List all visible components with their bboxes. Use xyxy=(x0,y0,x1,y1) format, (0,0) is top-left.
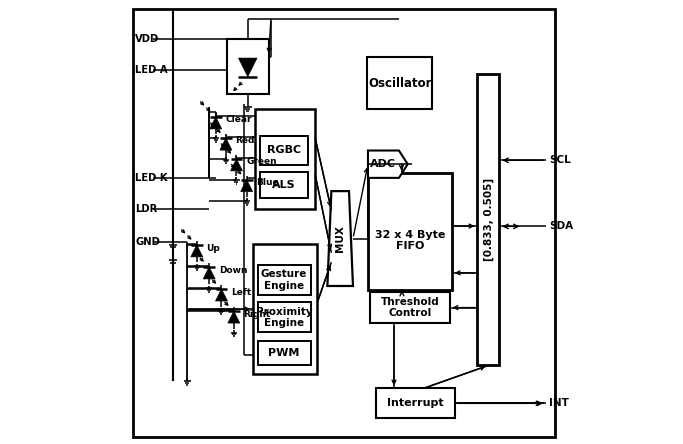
Polygon shape xyxy=(240,180,253,191)
FancyBboxPatch shape xyxy=(257,302,311,332)
Polygon shape xyxy=(210,117,222,129)
Text: VDD: VDD xyxy=(135,34,160,44)
Text: Up: Up xyxy=(206,244,220,253)
FancyBboxPatch shape xyxy=(257,341,311,365)
Text: Gesture
Engine: Gesture Engine xyxy=(261,269,307,291)
Text: Green: Green xyxy=(246,157,277,166)
Polygon shape xyxy=(368,151,408,178)
Text: ADC: ADC xyxy=(370,159,396,169)
FancyBboxPatch shape xyxy=(477,74,499,365)
Text: [0.833, 0.505]: [0.833, 0.505] xyxy=(484,178,494,262)
Polygon shape xyxy=(216,289,227,301)
Polygon shape xyxy=(327,191,353,286)
Text: Right: Right xyxy=(244,310,270,319)
Text: Oscillator: Oscillator xyxy=(368,76,432,90)
Polygon shape xyxy=(231,159,242,171)
Text: ALS: ALS xyxy=(273,180,296,190)
Text: SDA: SDA xyxy=(549,222,573,231)
Text: Left: Left xyxy=(231,288,251,297)
Text: MUX: MUX xyxy=(335,225,345,252)
Text: Clear: Clear xyxy=(225,115,252,124)
FancyBboxPatch shape xyxy=(227,39,268,94)
Text: Proximity
Engine: Proximity Engine xyxy=(256,306,312,328)
Text: Down: Down xyxy=(219,266,247,275)
Text: GND: GND xyxy=(135,237,161,247)
Text: Interrupt: Interrupt xyxy=(387,398,444,408)
FancyBboxPatch shape xyxy=(260,136,309,165)
Text: Threshold
Control: Threshold Control xyxy=(380,297,439,318)
Polygon shape xyxy=(191,245,203,257)
Polygon shape xyxy=(220,138,232,150)
Text: PWM: PWM xyxy=(268,349,300,358)
Text: RGBC: RGBC xyxy=(267,145,301,155)
Text: LDR: LDR xyxy=(135,204,158,214)
FancyBboxPatch shape xyxy=(376,388,456,418)
Polygon shape xyxy=(238,58,257,77)
FancyBboxPatch shape xyxy=(370,292,449,324)
FancyBboxPatch shape xyxy=(367,56,432,110)
FancyBboxPatch shape xyxy=(255,110,315,209)
Polygon shape xyxy=(228,311,240,323)
FancyBboxPatch shape xyxy=(257,265,311,295)
FancyBboxPatch shape xyxy=(260,172,309,198)
FancyBboxPatch shape xyxy=(253,244,317,374)
Text: SCL: SCL xyxy=(549,155,570,165)
FancyBboxPatch shape xyxy=(133,9,555,437)
Polygon shape xyxy=(203,267,215,279)
Text: INT: INT xyxy=(549,398,569,408)
Text: 32 x 4 Byte
FIFO: 32 x 4 Byte FIFO xyxy=(375,230,445,251)
FancyBboxPatch shape xyxy=(368,174,452,290)
Text: LED A: LED A xyxy=(135,65,168,75)
Text: LED K: LED K xyxy=(135,173,168,183)
Text: Red: Red xyxy=(236,136,255,145)
Text: Blue: Blue xyxy=(256,178,279,187)
